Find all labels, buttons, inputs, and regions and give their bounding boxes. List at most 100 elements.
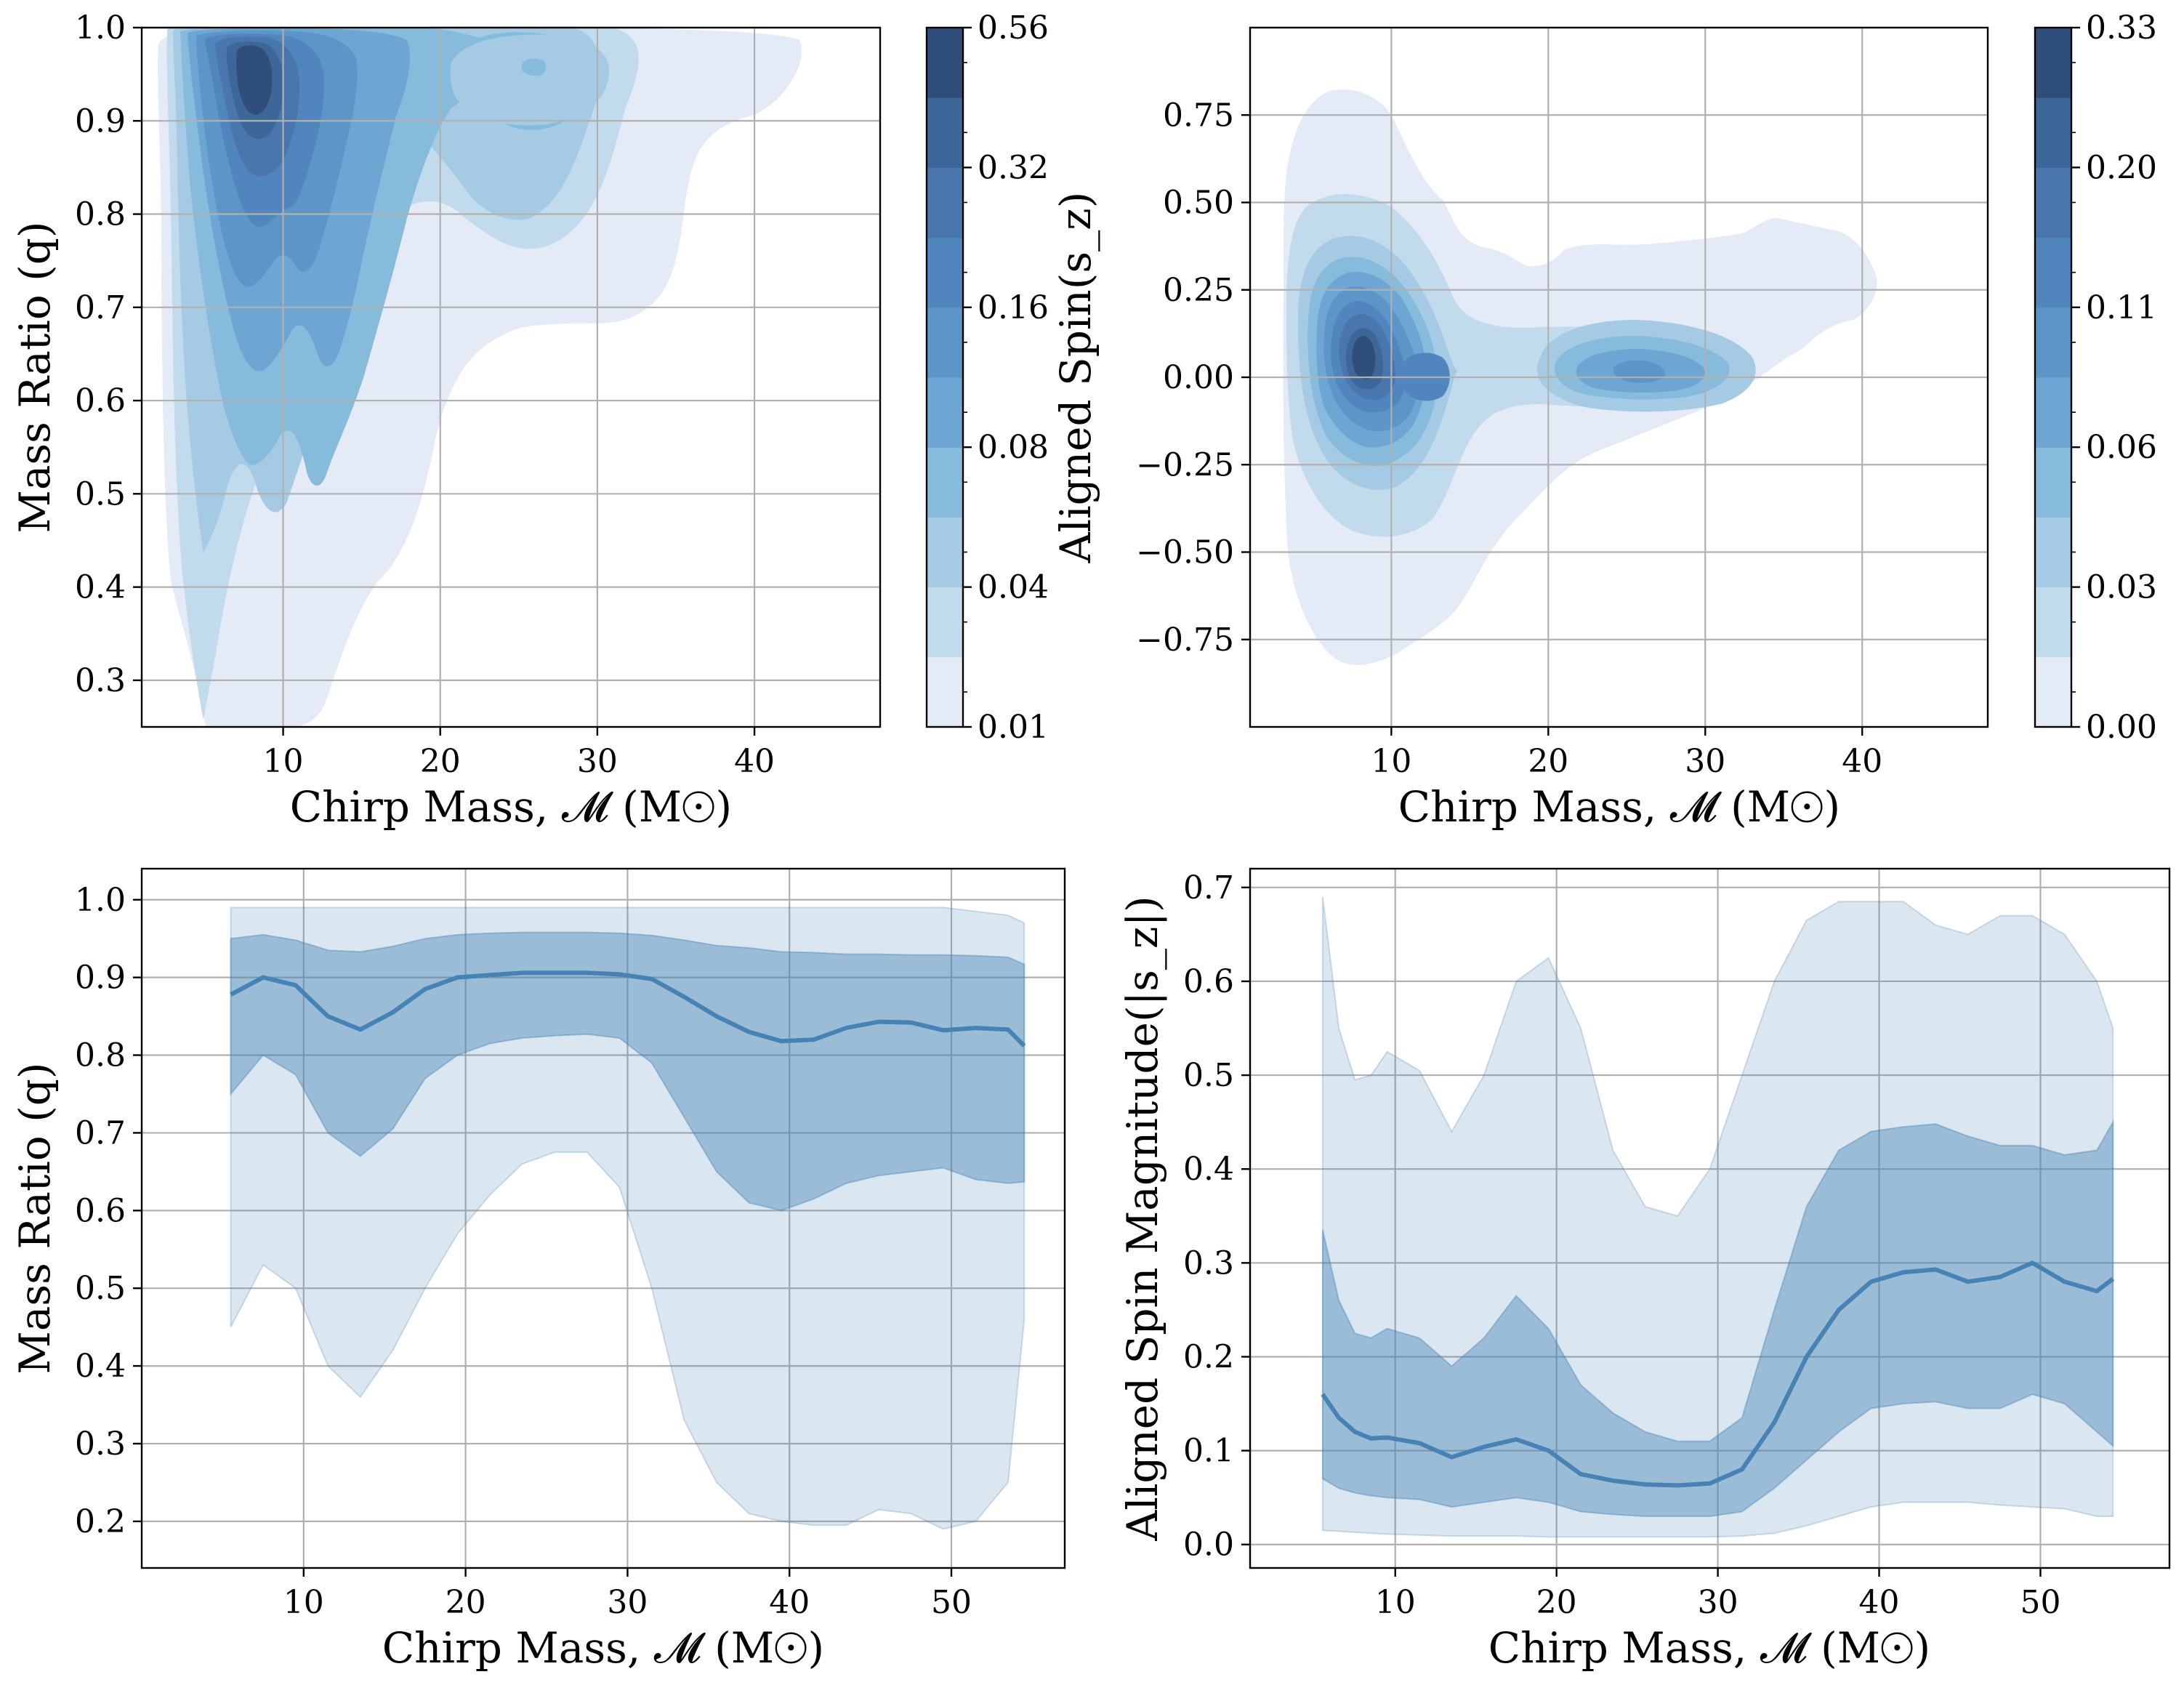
y-tick-label: 0.3 [75, 662, 126, 699]
colorbar-segment [2035, 97, 2071, 168]
y-tick-label: 0.50 [1163, 185, 1234, 222]
colorbar-segment [927, 307, 963, 378]
y-tick-label: 1.0 [75, 882, 126, 919]
axes-frame [140, 26, 882, 728]
x-tick-label: 10 [1371, 743, 1411, 780]
colorbar-tick-label: 0.06 [2086, 429, 2157, 466]
y-axis-label: Mass Ratio (q) [10, 221, 60, 533]
y-tick-label: 0.6 [1183, 963, 1234, 1000]
y-tick-label: 0.7 [75, 289, 126, 326]
colorbar-segment [927, 377, 963, 448]
y-tick-label: 0.1 [1183, 1433, 1234, 1470]
y-tick-label: 0.9 [75, 102, 126, 140]
x-tick-label: 10 [1375, 1584, 1416, 1621]
colorbar-tick-label: 0.01 [978, 709, 1049, 746]
kde-level-3-mode2 [450, 34, 610, 126]
bands-mass-ratio [230, 906, 1026, 1530]
x-tick-label: 20 [446, 1584, 486, 1621]
outer-credible-band [230, 906, 1025, 1530]
x-axis-label: Chirp Mass, 𝓜 (M☉) [1488, 1623, 1930, 1673]
x-ticks: 10 20 30 40 [263, 727, 775, 780]
x-tick-label: 40 [1842, 743, 1882, 780]
y-tick-label: 0.5 [1183, 1057, 1234, 1094]
colorbar-tick-label: 0.00 [2086, 709, 2157, 746]
y-tick-label: 0.3 [75, 1425, 126, 1463]
y-tick-label: 0.6 [75, 382, 126, 419]
colorbar-tick-label: 0.03 [2086, 569, 2157, 606]
colorbar-tick-label: 0.33 [2086, 9, 2157, 47]
colorbar-segment [927, 517, 963, 588]
x-axis-label: Chirp Mass, 𝓜 (M☉) [1398, 782, 1840, 832]
x-tick-label: 50 [931, 1584, 972, 1621]
outer-credible-band [1321, 896, 2114, 1538]
y-tick-label: 0.5 [75, 1270, 126, 1307]
y-tick-label: 0.00 [1163, 359, 1234, 396]
y-tick-label: 1.0 [75, 9, 126, 47]
panel-aligned-spin-kde: 10 20 30 40 −0.75 −0.50 −0.25 0.00 0.25 0.50 0.75… [1051, 9, 2157, 832]
y-tick-label: 0.4 [75, 1348, 126, 1385]
x-tick-label: 30 [1698, 1584, 1738, 1621]
colorbar-tick-label: 0.11 [2086, 289, 2157, 326]
colorbar: 0.01 0.04 0.08 0.16 0.32 0.56 [925, 9, 1049, 746]
x-tick-label: 30 [1685, 743, 1725, 780]
grid-panel-3 [1250, 869, 2169, 1568]
x-tick-label: 20 [420, 743, 461, 780]
colorbar-segment [927, 587, 963, 658]
panel-mass-ratio-kde: 10 20 30 40 0.3 0.4 0.5 0.6 0.7 0.8 0.9 1.0 Chirp … [10, 9, 1049, 832]
y-tick-label: 0.6 [75, 1192, 126, 1229]
grid-panel-2 [142, 869, 1065, 1568]
y-ticks: 0.2 0.3 0.4 0.5 0.6 0.7 0.8 0.9 1.0 [75, 882, 142, 1540]
axes-frame [140, 867, 1066, 1569]
y-tick-label: −0.25 [1136, 446, 1234, 483]
y-tick-label: 0.4 [75, 569, 126, 606]
panel-spin-magnitude-bands: 10 20 30 40 50 0.0 0.1 0.2 0.3 0.4 0.5 0.6 0.7 Chir… [1118, 867, 2171, 1673]
y-tick-label: 0.8 [75, 1037, 126, 1074]
x-ticks: 10 20 30 40 50 [283, 1568, 972, 1621]
colorbar-segment [927, 656, 963, 728]
median-line [230, 970, 1026, 1047]
axes-frame [1249, 867, 2171, 1569]
y-ticks: 0.0 0.1 0.2 0.3 0.4 0.5 0.6 0.7 [1183, 869, 1250, 1564]
x-ticks: 10 20 30 40 [1371, 727, 1882, 780]
y-tick-label: 0.25 [1163, 272, 1234, 309]
colorbar-segment [2035, 28, 2071, 98]
y-tick-label: 0.4 [1183, 1151, 1234, 1188]
colorbar-segment [927, 447, 963, 518]
colorbar-segment [927, 28, 963, 98]
y-axis-label: Aligned Spin Magnitude(|s_z|) [1118, 896, 1167, 1541]
colorbar-segment [2035, 237, 2071, 308]
bands-spin-magnitude [1321, 896, 2115, 1538]
y-tick-label: 0.3 [1183, 1244, 1234, 1282]
colorbar-segment [2035, 167, 2071, 238]
x-tick-label: 30 [607, 1584, 648, 1621]
colorbar-segment [2035, 656, 2071, 728]
y-tick-label: 0.5 [75, 475, 126, 512]
x-axis-label: Chirp Mass, 𝓜 (M☉) [382, 1623, 824, 1673]
colorbar: 0.00 0.03 0.06 0.11 0.20 0.33 [2034, 9, 2157, 746]
colorbar-segment [2035, 587, 2071, 658]
kde-level-4-mode2 [522, 58, 547, 76]
x-tick-label: 20 [1536, 1584, 1577, 1621]
x-tick-label: 20 [1528, 743, 1568, 780]
y-tick-label: −0.75 [1136, 622, 1234, 659]
y-tick-label: 0.2 [1183, 1338, 1234, 1375]
x-tick-label: 10 [283, 1584, 324, 1621]
y-tick-label: 0.9 [75, 960, 126, 997]
x-axis-label: Chirp Mass, 𝓜 (M☉) [290, 782, 732, 832]
x-tick-label: 10 [263, 743, 304, 780]
panel-mass-ratio-bands: 10 20 30 40 50 0.2 0.3 0.4 0.5 0.6 0.7 0.8 0.9 1.0 C… [10, 867, 1066, 1673]
colorbar-tick-label: 0.32 [978, 149, 1049, 186]
x-tick-label: 40 [1859, 1584, 1900, 1621]
x-tick-label: 40 [769, 1584, 810, 1621]
kde-contours-mass-ratio [158, 28, 802, 727]
x-ticks: 10 20 30 40 50 [1375, 1568, 2060, 1621]
x-tick-label: 40 [734, 743, 775, 780]
colorbar-segment [927, 237, 963, 308]
colorbar-tick-label: 0.08 [978, 429, 1049, 466]
colorbar-tick-label: 0.56 [978, 9, 1049, 47]
kde-level-10 [235, 45, 273, 115]
colorbar-segment [2035, 517, 2071, 588]
colorbar-segment [2035, 377, 2071, 448]
colorbar-segment [2035, 307, 2071, 378]
